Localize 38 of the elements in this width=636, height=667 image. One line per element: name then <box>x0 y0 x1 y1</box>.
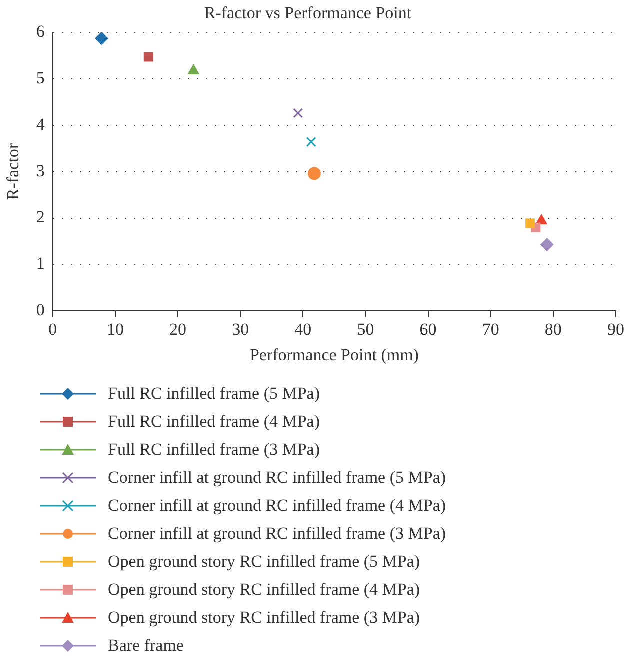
legend-label: Bare frame <box>108 636 184 656</box>
x-tick-label: 90 <box>608 320 624 339</box>
x-tick-label: 40 <box>294 320 312 339</box>
legend-label: Corner infill at ground RC infilled frame (3 MPa) <box>108 524 446 544</box>
y-tick-label: 4 <box>36 114 46 134</box>
legend-label: Full RC infilled frame (3 MPa) <box>108 440 320 460</box>
legend-label: Corner infill at ground RC infilled frame (4 MPa) <box>108 496 446 516</box>
y-tick-label: 1 <box>36 254 45 274</box>
y-tick-label: 6 <box>36 22 45 41</box>
y-tick-label: 2 <box>36 208 45 227</box>
legend-label: Full RC infilled frame (5 MPa) <box>108 384 320 404</box>
x-tick-label: 10 <box>106 320 124 339</box>
y-tick-label: 0 <box>36 300 45 320</box>
point <box>144 52 154 62</box>
legend-label: Corner infill at ground RC infilled frame (5 MPa) <box>108 468 446 488</box>
point <box>95 32 108 45</box>
x-tick-label: 80 <box>544 320 562 339</box>
x-tick-label: 30 <box>232 320 250 339</box>
point <box>536 214 548 225</box>
point <box>540 238 554 252</box>
y-tick-label: 5 <box>36 68 45 88</box>
x-tick-label: 0 <box>48 320 58 339</box>
point <box>293 108 304 118</box>
x-tick-label: 20 <box>170 320 187 339</box>
legend-label: Open ground story RC infilled frame (3 MPa) <box>108 608 420 628</box>
chart-title: R-factor vs Performance Point <box>204 4 412 23</box>
point <box>306 137 316 148</box>
x-tick-label: 50 <box>357 320 374 339</box>
legend-label: Open ground story RC infilled frame (4 MPa) <box>108 580 420 600</box>
x-tick-label: 60 <box>420 320 437 339</box>
y-axis-title: R-factor <box>4 143 23 200</box>
x-tick-label: 70 <box>482 320 500 339</box>
y-tick-label: 3 <box>36 161 45 180</box>
legend-label: Open ground story RC infilled frame (5 MPa) <box>108 552 420 572</box>
legend-label: Full RC infilled frame (4 MPa) <box>108 412 320 432</box>
point <box>308 167 321 180</box>
x-axis-title: Performance Point (mm) <box>250 345 419 364</box>
point <box>526 218 536 228</box>
